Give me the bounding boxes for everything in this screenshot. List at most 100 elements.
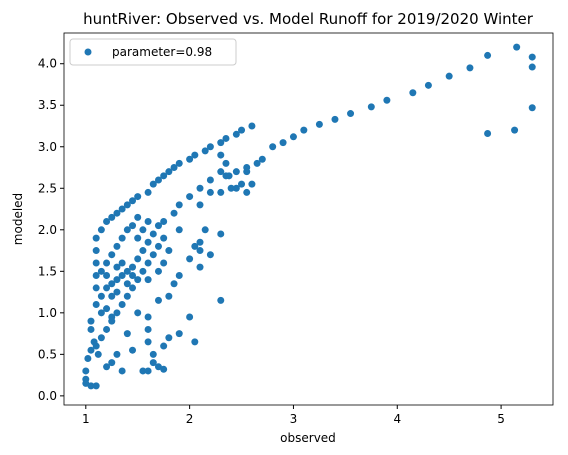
chart-title: huntRiver: Observed vs. Model Runoff for… [83,10,534,28]
scatter-point [108,313,116,321]
scatter-point [484,51,492,59]
scatter-point [424,81,432,89]
scatter-point [186,255,194,263]
scatter-point [113,263,121,271]
scatter-point [87,317,95,325]
scatter-point [269,143,277,151]
scatter-point [289,133,297,141]
scatter-point [331,115,339,123]
scatter-point [129,271,137,279]
scatter-point [170,209,178,217]
scatter-point [97,226,105,234]
scatter-point [149,350,157,358]
scatter-point [175,159,183,167]
scatter-point [232,168,240,176]
scatter-point [123,330,131,338]
scatter-point [165,292,173,300]
scatter-point [206,176,214,184]
scatter-point [149,251,157,259]
scatter-point [175,271,183,279]
scatter-point [144,367,152,375]
scatter-point [232,184,240,192]
scatter-point [154,296,162,304]
scatter-point [232,130,240,138]
scatter-point [149,230,157,238]
scatter-point [103,271,111,279]
y-tick-label: 3.0 [38,140,57,154]
scatter-point [248,180,256,188]
scatter-point [113,209,121,217]
scatter-point [206,251,214,259]
scatter-point [108,280,116,288]
scatter-point [243,168,251,176]
x-tick-label: 2 [186,412,194,426]
scatter-point [84,355,92,362]
scatter-point [129,346,137,354]
scatter-point [94,350,102,358]
scatter-point [139,367,147,375]
scatter-point [108,251,116,259]
scatter-point [108,359,116,367]
scatter-point [139,247,147,255]
scatter-point [165,247,173,255]
scatter-point [92,271,100,279]
scatter-point [165,168,173,176]
scatter-point [82,367,90,375]
scatter-point [528,53,536,61]
scatter-point [123,201,131,209]
scatter-point [144,238,152,246]
scatter-point [186,155,194,163]
scatter-point [154,222,162,230]
y-axis-label: modeled [11,193,25,245]
scatter-point [315,120,323,128]
scatter-point [279,139,287,147]
scatter-point [160,217,168,225]
scatter-point [217,168,225,176]
scatter-point [511,126,519,134]
scatter-point [196,184,204,192]
scatter-point [206,143,214,151]
scatter-point [243,188,251,196]
scatter-point [196,263,204,271]
scatter-point [118,367,126,375]
scatter-point [123,226,131,234]
scatter-point [134,255,142,263]
scatter-point [253,159,261,167]
scatter-point [103,325,111,333]
scatter-point [134,309,142,317]
scatter-point [144,259,152,267]
scatter-point [186,313,194,321]
scatter-point [118,259,126,267]
y-tick-label: 2.0 [38,223,57,237]
scatter-point [92,259,100,267]
scatter-point [206,188,214,196]
scatter-point [113,242,121,250]
scatter-point [222,172,230,180]
scatter-point [97,267,105,275]
scatter-point [191,242,199,250]
scatter-point [144,276,152,284]
scatter-point [222,159,230,167]
scatter-point [175,330,183,338]
scatter-point [217,188,225,196]
scatter-point [92,382,100,390]
scatter-point [103,363,111,371]
scatter-point [217,139,225,147]
scatter-point [258,155,266,163]
scatter-point [217,296,225,304]
scatter-point [87,382,95,390]
scatter-point [196,201,204,209]
scatter-point [222,134,230,142]
scatter-point [383,96,391,104]
y-tick-label: 1.5 [38,264,57,278]
scatter-point [134,234,142,242]
scatter-point [134,193,142,201]
scatter-point [154,363,162,371]
scatter-point [103,259,111,267]
scatter-point [445,72,453,80]
scatter-point [123,267,131,275]
scatter-point [196,247,204,255]
scatter-point [139,226,147,234]
scatter-point [87,325,95,333]
